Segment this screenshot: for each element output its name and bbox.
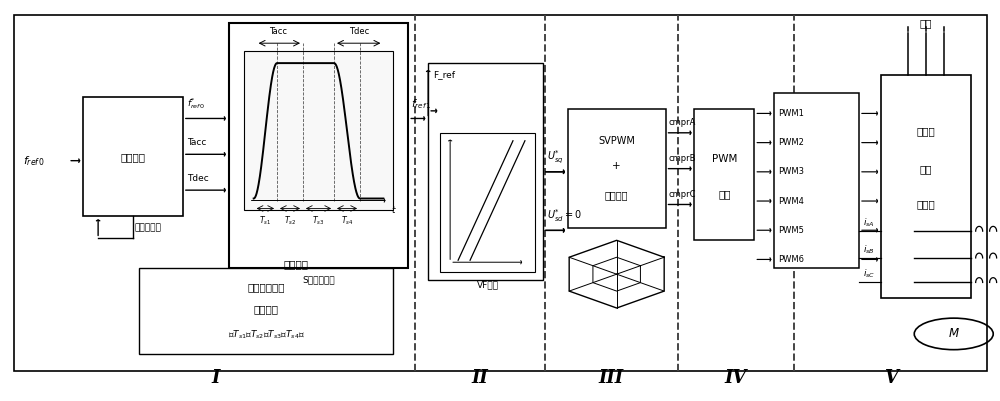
Text: $T_{s4}$: $T_{s4}$ [341, 215, 353, 227]
Text: VF曲线: VF曲线 [477, 280, 499, 289]
Text: Tdec: Tdec [349, 27, 369, 36]
Text: I: I [212, 369, 220, 387]
Bar [14, 14, 987, 371]
Text: 功率: 功率 [920, 164, 932, 174]
Text: 加减速状态: 加减速状态 [135, 223, 161, 232]
Text: $f_{ref\,0}$: $f_{ref\,0}$ [23, 154, 46, 168]
Text: IV: IV [724, 369, 747, 387]
Text: SVPWM: SVPWM [598, 136, 635, 146]
Bar [440, 133, 535, 272]
Text: III: III [598, 369, 623, 387]
Text: cmprA: cmprA [669, 118, 696, 127]
Text: $T_{s2}$: $T_{s2}$ [284, 215, 296, 227]
Text: $f_{ref\,1}$: $f_{ref\,1}$ [411, 97, 432, 111]
Text: $U_{sd}^{*}=0$: $U_{sd}^{*}=0$ [547, 208, 582, 225]
Text: S曲线加减速: S曲线加减速 [302, 275, 335, 284]
Bar [83, 97, 183, 217]
Text: PWM2: PWM2 [778, 138, 804, 147]
Bar [694, 109, 754, 240]
Text: cmprC: cmprC [669, 190, 696, 198]
Text: M: M [949, 327, 959, 340]
Text: 主电路: 主电路 [916, 199, 935, 209]
Text: $T_{s1}$: $T_{s1}$ [259, 215, 272, 227]
Text: 实时调整: 实时调整 [254, 304, 279, 314]
Bar [774, 93, 859, 268]
Text: $i_{sC}$: $i_{sC}$ [863, 268, 875, 280]
Text: F_ref: F_ref [433, 70, 455, 79]
Text: II: II [472, 369, 488, 387]
Bar [428, 63, 543, 280]
Text: 是否突变: 是否突变 [283, 259, 308, 269]
Text: 智能模糊控制: 智能模糊控制 [247, 282, 285, 292]
Bar [881, 75, 971, 298]
Text: Tacc: Tacc [187, 138, 206, 147]
Bar [244, 51, 393, 211]
Text: $f_{ref\,0}^{*}$: $f_{ref\,0}^{*}$ [187, 96, 205, 111]
Text: PWM: PWM [712, 154, 737, 164]
Text: PWM6: PWM6 [778, 255, 804, 264]
Text: PWM5: PWM5 [778, 226, 804, 235]
Text: PWM1: PWM1 [778, 109, 804, 118]
Text: （$T_{s1}$、$T_{s2}$、$T_{s3}$、$T_{s4}$）: （$T_{s1}$、$T_{s2}$、$T_{s3}$、$T_{s4}$） [228, 329, 305, 341]
Text: +: + [612, 161, 621, 171]
Text: $T_{s3}$: $T_{s3}$ [312, 215, 325, 227]
Text: Tdec: Tdec [187, 174, 209, 183]
Text: 给定生成: 给定生成 [121, 152, 146, 162]
Text: $U_{sq}^{*}$: $U_{sq}^{*}$ [547, 148, 564, 166]
Text: Tacc: Tacc [269, 27, 287, 36]
Text: $i_{sA}$: $i_{sA}$ [863, 217, 875, 229]
Text: PWM4: PWM4 [778, 196, 804, 206]
Bar [568, 109, 666, 229]
Text: V: V [884, 369, 898, 387]
Bar [139, 268, 393, 354]
Text: 变频器: 变频器 [916, 126, 935, 136]
Text: $i_{sB}$: $i_{sB}$ [863, 243, 875, 256]
Text: 电网: 电网 [920, 18, 932, 28]
Text: cmprB: cmprB [669, 154, 696, 163]
Text: 输出: 输出 [718, 189, 731, 199]
Text: $t$: $t$ [391, 205, 397, 215]
Bar [229, 23, 408, 268]
Text: PWM3: PWM3 [778, 167, 804, 176]
Text: 死区补偿: 死区补偿 [605, 190, 628, 200]
